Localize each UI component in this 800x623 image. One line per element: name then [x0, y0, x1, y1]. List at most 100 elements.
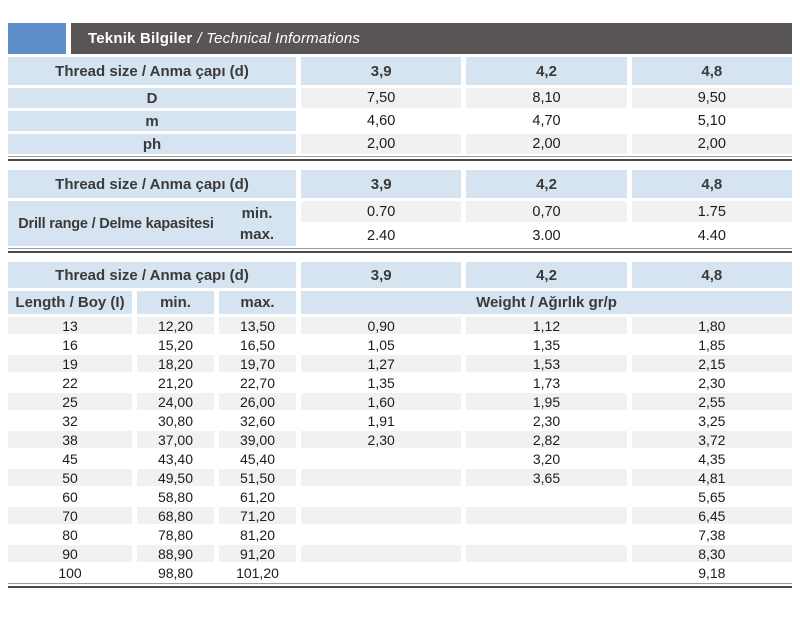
col-header-3-9: 3,9: [301, 57, 462, 85]
weight-cell: 1,35: [466, 336, 627, 353]
weight-cell: 3,20: [466, 450, 627, 467]
col-header-thread-size: Thread size / Anma çapı (d): [8, 57, 296, 85]
range-cell: 24,00: [137, 393, 214, 410]
weight-cell: 0,90: [301, 317, 462, 334]
value-cell: 4,70: [466, 111, 627, 131]
col-header-thread-size: Thread size / Anma çapı (d): [8, 262, 296, 288]
weight-cell: 3,25: [631, 412, 792, 429]
range-cell: 18,20: [137, 355, 214, 372]
weight-cell: [301, 488, 462, 505]
length-cell: 60: [8, 488, 132, 505]
weight-cell: 1,35: [301, 374, 462, 391]
weight-cell: [466, 564, 627, 581]
weight-cell: 1,12: [466, 317, 627, 334]
weight-cell: 9,18: [631, 564, 792, 581]
min-label: min.: [241, 204, 273, 222]
weight-cell: 4,81: [631, 469, 792, 486]
table-head-dimensions: Thread size / Anma çapı (d) 3,9 4,2 4,8 …: [8, 57, 792, 154]
range-cell: 19,70: [219, 355, 296, 372]
min-value-cell: 0.70: [301, 201, 462, 222]
min-max-labels: min. max.: [218, 203, 296, 245]
page-title-en: / Technical Informations: [197, 30, 361, 47]
col-header-4-8: 4,8: [631, 262, 792, 288]
range-cell: 26,00: [219, 393, 296, 410]
range-cell: 21,20: [137, 374, 214, 391]
weight-cell: [466, 545, 627, 562]
weight-cell: 2,15: [631, 355, 792, 372]
col-header-4-2: 4,2: [466, 170, 627, 198]
weight-cell: [301, 545, 462, 562]
col-header-weight: Weight / Ağırlık gr/p: [301, 291, 792, 314]
weight-cell: [301, 450, 462, 467]
technical-info-page: Teknik Bilgiler / Technical Informations…: [0, 23, 800, 623]
weight-cell: 3,72: [631, 431, 792, 448]
range-cell: 16,50: [219, 336, 296, 353]
weight-cell: [301, 564, 462, 581]
drill-range-label: Drill range / Delme kapasitesi: [18, 215, 214, 232]
weight-cell: 1,05: [301, 336, 462, 353]
max-value-cell: 3.00: [466, 225, 627, 246]
range-cell: 98,80: [137, 564, 214, 581]
col-header-thread-size: Thread size / Anma çapı (d): [8, 170, 296, 198]
range-cell: 101,20: [219, 564, 296, 581]
max-label: max.: [239, 225, 275, 243]
col-header-4-8: 4,8: [631, 170, 792, 198]
weight-cell: 1,91: [301, 412, 462, 429]
weight-cell: [301, 469, 462, 486]
col-header-3-9: 3,9: [301, 170, 462, 198]
value-cell: 2,00: [301, 134, 462, 154]
value-cell: 5,10: [631, 111, 792, 131]
range-cell: 81,20: [219, 526, 296, 543]
weight-cell: [466, 507, 627, 524]
row-label-ph: ph: [8, 134, 296, 154]
col-header-length: Length / Boy (I): [8, 291, 132, 314]
range-cell: 32,60: [219, 412, 296, 429]
col-header-min: min.: [137, 291, 214, 314]
range-cell: 88,90: [137, 545, 214, 562]
length-cell: 50: [8, 469, 132, 486]
col-header-4-2: 4,2: [466, 262, 627, 288]
value-cell: 2,00: [466, 134, 627, 154]
table-length-weight-body: 13 12,20 13,50 0,90 1,12 1,80 16 15,20 16,50 1,05…: [8, 317, 792, 581]
length-cell: 22: [8, 374, 132, 391]
col-header-4-8: 4,8: [631, 57, 792, 85]
max-value-cell: 2.40: [301, 225, 462, 246]
weight-cell: 2,30: [631, 374, 792, 391]
min-value-cell: 1.75: [631, 201, 792, 222]
range-cell: 30,80: [137, 412, 214, 429]
col-header-max: max.: [219, 291, 296, 314]
title-bar: Teknik Bilgiler / Technical Informations: [71, 23, 792, 54]
length-cell: 32: [8, 412, 132, 429]
max-value-cell: 4.40: [631, 225, 792, 246]
weight-cell: 2,30: [301, 431, 462, 448]
weight-cell: [466, 526, 627, 543]
weight-cell: 3,65: [466, 469, 627, 486]
range-cell: 91,20: [219, 545, 296, 562]
range-cell: 61,20: [219, 488, 296, 505]
row-label-D: D: [8, 88, 296, 108]
range-cell: 43,40: [137, 450, 214, 467]
range-cell: 58,80: [137, 488, 214, 505]
weight-cell: 1,73: [466, 374, 627, 391]
weight-cell: 2,82: [466, 431, 627, 448]
range-cell: 39,00: [219, 431, 296, 448]
length-cell: 100: [8, 564, 132, 581]
length-cell: 25: [8, 393, 132, 410]
accent-square: [8, 23, 66, 54]
weight-cell: [301, 507, 462, 524]
range-cell: 12,20: [137, 317, 214, 334]
weight-cell: 1,95: [466, 393, 627, 410]
length-cell: 16: [8, 336, 132, 353]
value-cell: 2,00: [631, 134, 792, 154]
length-cell: 19: [8, 355, 132, 372]
weight-cell: 5,65: [631, 488, 792, 505]
weight-cell: [466, 488, 627, 505]
table-length-weight-header: Thread size / Anma çapı (d) 3,9 4,2 4,8 …: [8, 262, 792, 314]
value-cell: 4,60: [301, 111, 462, 131]
range-cell: 22,70: [219, 374, 296, 391]
weight-cell: 4,35: [631, 450, 792, 467]
col-header-3-9: 3,9: [301, 262, 462, 288]
title-band: Teknik Bilgiler / Technical Informations: [8, 23, 792, 54]
weight-cell: 7,38: [631, 526, 792, 543]
row-label-m: m: [8, 111, 296, 131]
